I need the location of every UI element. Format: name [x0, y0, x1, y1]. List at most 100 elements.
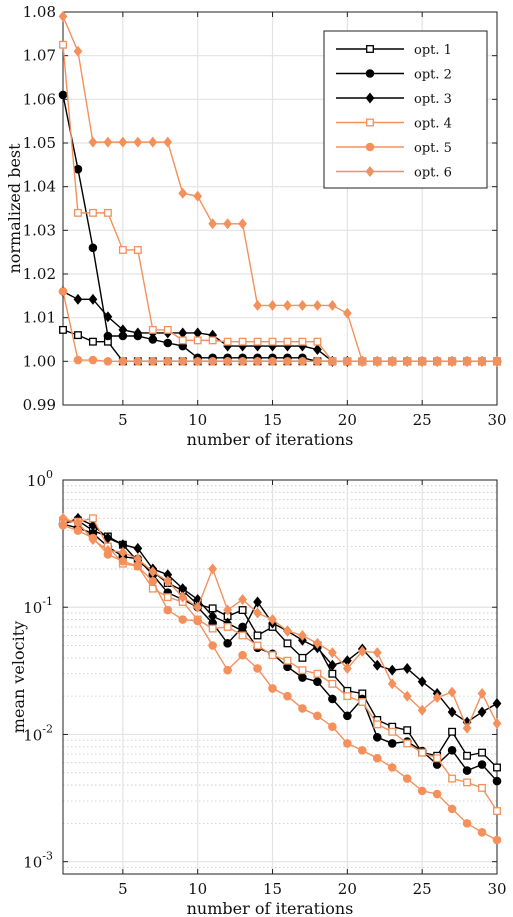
data-point	[462, 766, 472, 775]
y-tick-exponent: -2	[42, 722, 53, 735]
data-point	[59, 325, 67, 334]
plot-frame	[62, 11, 498, 406]
data-point	[148, 325, 157, 334]
data-point	[387, 355, 397, 367]
data-point	[358, 698, 367, 706]
x-axis-label: number of iterations	[187, 899, 354, 917]
legend-item: opt. 2	[336, 68, 452, 83]
x-tick-label: 30	[487, 880, 506, 898]
y-tick-label: 1.03	[23, 221, 56, 239]
data-point	[463, 751, 472, 760]
data-point	[208, 563, 218, 575]
data-point	[133, 246, 142, 254]
data-point	[268, 684, 277, 693]
data-point	[447, 804, 457, 814]
data-point	[103, 136, 113, 148]
y-tick-label: 1.08	[23, 3, 56, 21]
data-point	[313, 637, 322, 649]
data-point	[447, 706, 457, 718]
data-point	[208, 641, 217, 650]
data-point	[372, 647, 382, 659]
data-point	[74, 331, 82, 340]
data-point	[387, 763, 397, 772]
legend-item: opt. 5	[336, 141, 452, 156]
data-point	[357, 645, 367, 657]
data-point	[343, 692, 352, 701]
data-point	[403, 739, 412, 748]
y-tick-exponent: -3	[42, 850, 53, 863]
data-point	[283, 625, 292, 637]
data-point	[328, 679, 337, 688]
data-point	[447, 746, 457, 755]
data-point	[477, 828, 487, 837]
data-point	[402, 774, 412, 783]
data-point	[253, 607, 262, 619]
data-point	[238, 357, 247, 366]
data-point	[103, 208, 112, 217]
data-point	[403, 726, 412, 735]
data-point	[313, 357, 322, 366]
data-point	[298, 704, 307, 713]
y-tick-label: 1.06	[23, 90, 56, 108]
data-point	[163, 593, 172, 602]
legend-marker	[365, 142, 375, 152]
data-point	[103, 357, 113, 366]
data-point	[118, 246, 127, 254]
data-point	[58, 10, 68, 22]
data-point	[88, 136, 98, 148]
data-point	[73, 164, 83, 174]
data-point	[268, 299, 277, 311]
data-point	[342, 307, 352, 319]
data-point	[417, 676, 427, 688]
data-point	[462, 355, 472, 367]
chart-normalized-best: 5 10 15 20 25 30 0.99 1.00 1.01 1.02 1.03 1.04 1.05 1…	[5, 3, 507, 449]
series-opt-6	[58, 10, 502, 367]
data-point	[148, 136, 158, 148]
legend-label: opt. 4	[414, 117, 452, 132]
data-point	[253, 299, 262, 311]
data-point	[387, 739, 397, 748]
data-point	[193, 357, 202, 366]
data-point	[88, 293, 98, 305]
data-point	[388, 727, 397, 736]
data-point	[268, 614, 277, 626]
data-point	[492, 698, 502, 710]
y-tick-base: 10	[23, 726, 42, 744]
data-point	[223, 665, 232, 675]
data-point	[343, 739, 352, 748]
data-point	[73, 45, 83, 57]
x-tick-label: 15	[263, 411, 282, 429]
data-point	[327, 299, 337, 311]
y-tick-base: 10	[23, 854, 42, 872]
legend-item: opt. 1	[336, 43, 452, 58]
data-point	[343, 711, 352, 721]
data-point	[372, 732, 382, 742]
data-point	[223, 639, 232, 648]
y-tick-label: 0.99	[23, 396, 56, 414]
data-point	[432, 355, 442, 367]
data-point	[208, 604, 217, 613]
data-point	[208, 624, 217, 633]
data-point	[193, 616, 202, 626]
data-point	[283, 337, 292, 346]
legend-item: opt. 4	[336, 117, 452, 132]
legend-label: opt. 1	[414, 43, 452, 58]
data-point	[253, 664, 262, 673]
data-point	[298, 357, 307, 366]
x-tick-label: 25	[413, 411, 432, 429]
data-point	[59, 40, 67, 49]
data-point	[313, 299, 322, 311]
data-point	[478, 783, 486, 792]
data-point	[478, 748, 486, 757]
data-point	[208, 357, 217, 366]
data-point	[208, 610, 218, 622]
data-point	[253, 596, 262, 608]
data-point	[493, 807, 501, 815]
data-point	[447, 686, 457, 698]
data-point	[418, 748, 427, 757]
data-point	[313, 344, 322, 356]
data-point	[148, 357, 158, 366]
data-point	[448, 727, 457, 736]
y-tick-label: 100	[27, 468, 53, 490]
data-point	[373, 720, 382, 729]
